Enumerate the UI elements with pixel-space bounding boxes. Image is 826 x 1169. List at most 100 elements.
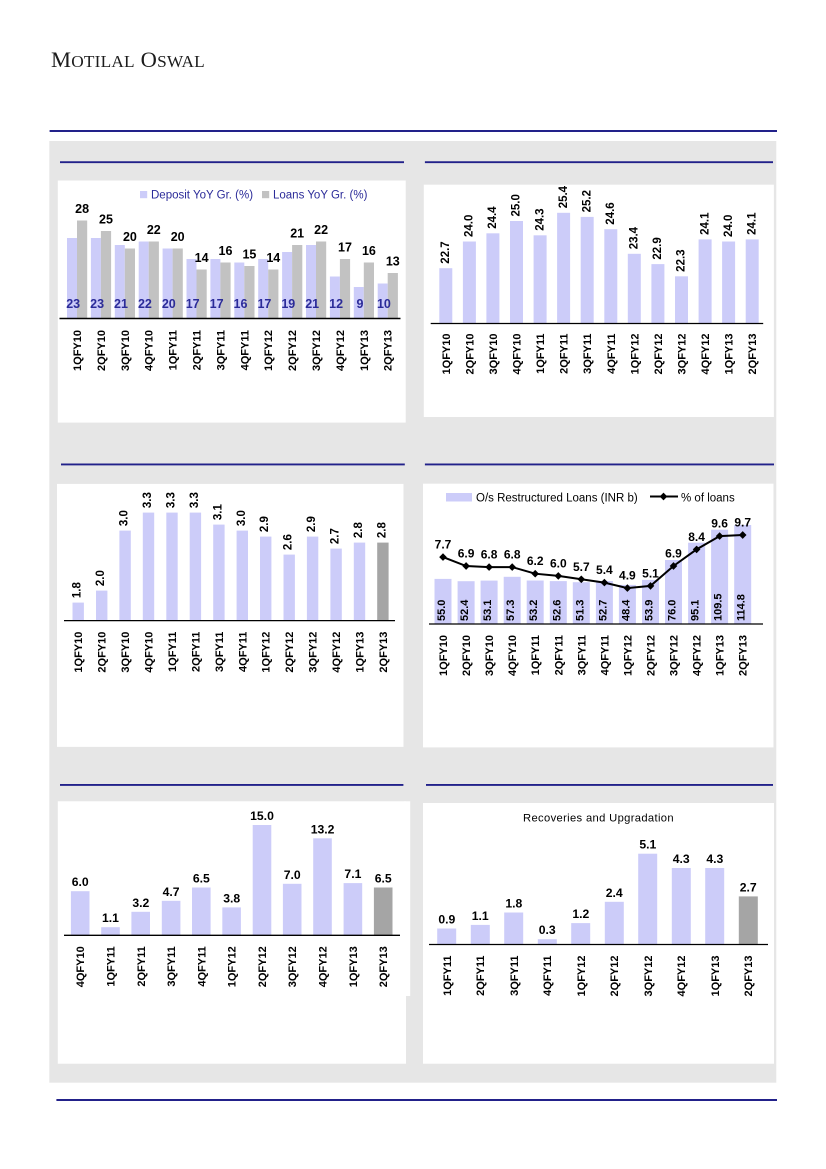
svg-text:1QFY13: 1QFY13 [348, 946, 360, 987]
svg-text:0.9: 0.9 [438, 913, 455, 927]
svg-text:1QFY11: 1QFY11 [535, 334, 547, 374]
svg-text:2.8: 2.8 [376, 522, 388, 539]
svg-text:3QFY12: 3QFY12 [643, 956, 655, 997]
svg-text:21: 21 [290, 227, 304, 241]
svg-text:23: 23 [90, 297, 104, 311]
svg-text:3QFY12: 3QFY12 [677, 334, 689, 375]
svg-text:2QFY12: 2QFY12 [646, 635, 658, 676]
svg-text:4QFY11: 4QFY11 [237, 632, 249, 672]
svg-text:5.4: 5.4 [596, 563, 613, 577]
svg-text:1QFY10: 1QFY10 [438, 635, 450, 676]
svg-text:6.5: 6.5 [193, 872, 210, 886]
svg-text:6.8: 6.8 [481, 548, 498, 562]
svg-text:2QFY11: 2QFY11 [136, 946, 148, 986]
svg-text:2QFY13: 2QFY13 [743, 956, 755, 997]
svg-text:4QFY12: 4QFY12 [318, 946, 330, 987]
svg-text:2.4: 2.4 [606, 886, 623, 900]
svg-text:9.6: 9.6 [711, 517, 728, 531]
svg-text:3.0: 3.0 [119, 510, 131, 526]
svg-text:2QFY11: 2QFY11 [559, 334, 571, 374]
svg-text:23.4: 23.4 [629, 226, 641, 249]
svg-text:3QFY12: 3QFY12 [669, 635, 681, 676]
svg-text:6.0: 6.0 [72, 875, 89, 889]
svg-text:2QFY12: 2QFY12 [284, 632, 296, 673]
svg-text:3QFY11: 3QFY11 [214, 632, 226, 672]
svg-text:24.0: 24.0 [723, 215, 735, 237]
svg-text:4QFY12: 4QFY12 [700, 334, 712, 375]
svg-text:0.3: 0.3 [539, 923, 556, 937]
svg-text:22: 22 [314, 223, 328, 237]
svg-text:4QFY11: 4QFY11 [606, 334, 618, 374]
svg-text:2QFY13: 2QFY13 [383, 330, 395, 371]
svg-text:2QFY12: 2QFY12 [287, 330, 299, 371]
svg-text:25.2: 25.2 [581, 190, 593, 212]
svg-text:1QFY13: 1QFY13 [355, 632, 367, 673]
svg-text:53.1: 53.1 [482, 600, 494, 621]
svg-text:4.7: 4.7 [163, 885, 180, 899]
svg-text:3QFY11: 3QFY11 [582, 334, 594, 374]
svg-text:1QFY10: 1QFY10 [73, 632, 85, 673]
svg-text:24.1: 24.1 [699, 212, 711, 235]
svg-text:24.3: 24.3 [534, 208, 546, 230]
svg-text:17: 17 [338, 241, 352, 255]
svg-text:4.9: 4.9 [619, 569, 636, 583]
svg-text:4QFY10: 4QFY10 [75, 946, 87, 987]
svg-text:2.7: 2.7 [740, 880, 757, 894]
svg-text:52.4: 52.4 [459, 599, 471, 621]
svg-text:3.2: 3.2 [132, 896, 149, 910]
svg-text:3QFY10: 3QFY10 [484, 635, 496, 676]
svg-text:3QFY10: 3QFY10 [488, 334, 500, 375]
svg-text:2QFY12: 2QFY12 [653, 334, 665, 375]
svg-text:13.2: 13.2 [311, 822, 335, 836]
svg-text:1QFY12: 1QFY12 [629, 334, 641, 375]
svg-text:25.4: 25.4 [558, 185, 570, 208]
svg-text:22.7: 22.7 [440, 241, 452, 263]
svg-text:1.8: 1.8 [72, 582, 84, 599]
svg-text:1QFY12: 1QFY12 [261, 632, 273, 673]
svg-text:95.1: 95.1 [690, 600, 702, 621]
svg-text:16: 16 [219, 244, 233, 258]
svg-text:16: 16 [362, 244, 376, 258]
svg-text:22.3: 22.3 [676, 249, 688, 271]
svg-text:2QFY10: 2QFY10 [464, 334, 476, 375]
svg-text:4QFY11: 4QFY11 [542, 956, 554, 996]
svg-text:9: 9 [357, 297, 364, 311]
svg-text:3QFY10: 3QFY10 [120, 632, 132, 673]
svg-text:1.1: 1.1 [472, 909, 489, 923]
svg-text:Loans YoY Gr. (%): Loans YoY Gr. (%) [273, 190, 368, 202]
svg-text:2QFY12: 2QFY12 [609, 956, 621, 997]
svg-text:28: 28 [75, 202, 89, 216]
svg-text:2QFY13: 2QFY13 [378, 632, 390, 673]
svg-text:4QFY11: 4QFY11 [239, 330, 251, 370]
svg-text:22: 22 [138, 297, 152, 311]
svg-text:19: 19 [281, 297, 295, 311]
svg-text:3QFY12: 3QFY12 [311, 330, 323, 371]
svg-text:Recoveries and Upgradation: Recoveries and Upgradation [523, 813, 674, 825]
svg-text:1QFY12: 1QFY12 [576, 956, 588, 997]
svg-text:2QFY10: 2QFY10 [96, 330, 108, 371]
svg-text:4.3: 4.3 [673, 852, 690, 866]
svg-text:2QFY10: 2QFY10 [97, 632, 109, 673]
svg-text:5.1: 5.1 [639, 838, 656, 852]
svg-text:53.2: 53.2 [528, 600, 540, 621]
svg-text:4QFY12: 4QFY12 [692, 635, 704, 676]
svg-text:3.3: 3.3 [189, 492, 201, 508]
svg-text:4QFY12: 4QFY12 [335, 330, 347, 371]
svg-text:1QFY10: 1QFY10 [72, 330, 84, 371]
svg-text:24.6: 24.6 [605, 202, 617, 224]
svg-text:6.2: 6.2 [527, 554, 544, 568]
svg-text:5.7: 5.7 [573, 560, 590, 574]
svg-text:22.9: 22.9 [652, 237, 664, 259]
svg-text:51.3: 51.3 [574, 600, 586, 621]
svg-text:2.9: 2.9 [259, 516, 271, 532]
svg-text:2QFY13: 2QFY13 [738, 635, 750, 676]
svg-text:6.8: 6.8 [504, 548, 521, 562]
svg-text:20: 20 [171, 230, 185, 244]
svg-text:22: 22 [147, 223, 161, 237]
svg-text:21: 21 [305, 297, 319, 311]
svg-text:53.9: 53.9 [644, 600, 656, 621]
svg-text:4QFY11: 4QFY11 [599, 635, 611, 675]
svg-text:4QFY12: 4QFY12 [331, 632, 343, 673]
svg-text:1QFY12: 1QFY12 [227, 946, 239, 987]
svg-text:Deposit YoY Gr. (%): Deposit YoY Gr. (%) [151, 190, 253, 202]
